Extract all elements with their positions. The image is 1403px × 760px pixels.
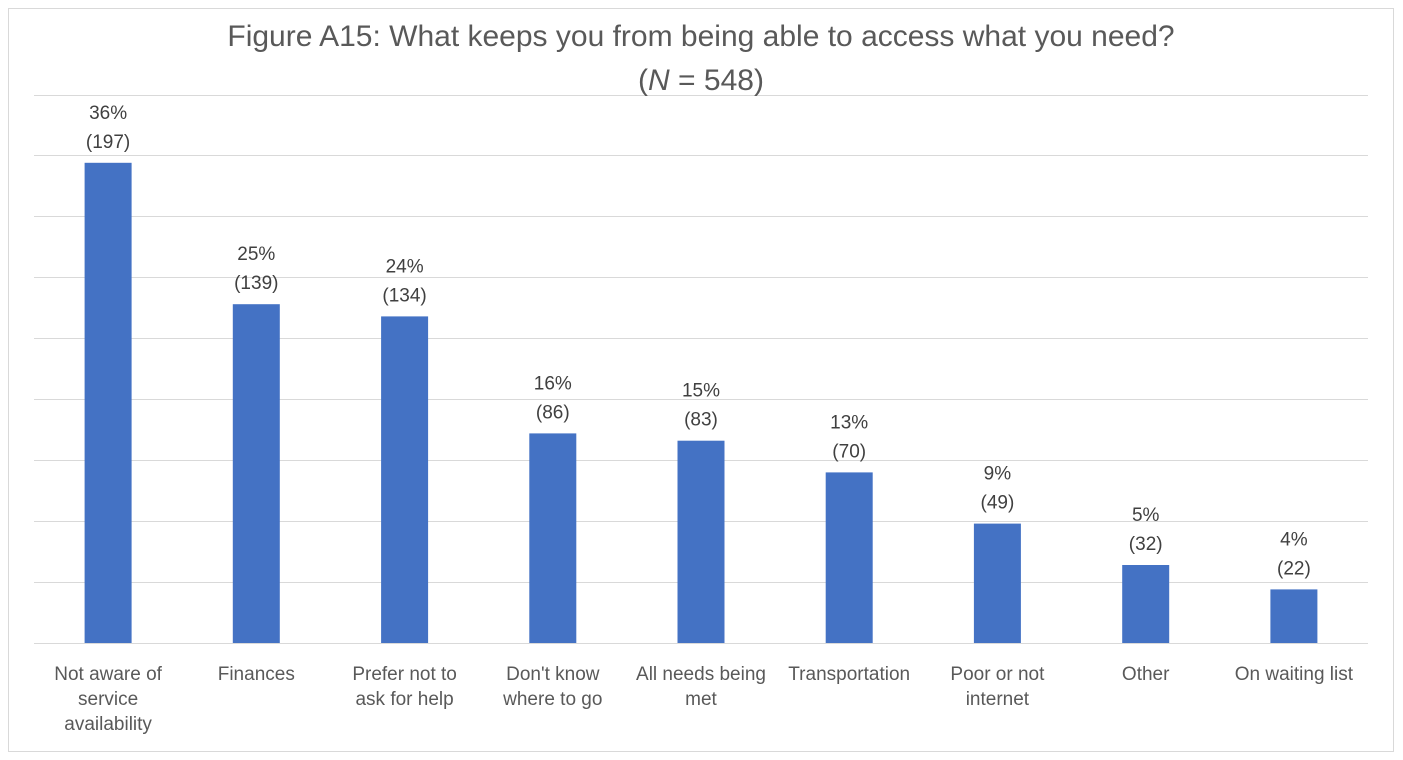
data-label-count: (86) <box>536 402 570 423</box>
bar <box>381 316 429 643</box>
data-label-percent: 15% <box>682 381 720 402</box>
category-tick-label: Transportation <box>788 664 910 685</box>
data-label-percent: 5% <box>1132 505 1160 526</box>
data-label-count: (139) <box>234 273 278 294</box>
data-label-percent: 36% <box>89 103 127 124</box>
category-tick-label: Don't know where to go <box>502 664 602 710</box>
data-label-percent: 25% <box>237 244 275 265</box>
category-tick-label: Finances <box>218 664 295 685</box>
data-label-percent: 9% <box>984 464 1012 485</box>
bar <box>973 523 1021 643</box>
category-tick-label: Poor or not internet <box>950 664 1045 710</box>
bar <box>84 162 132 644</box>
data-label-count: (49) <box>981 493 1015 514</box>
bar <box>1270 589 1318 643</box>
bar <box>677 440 725 643</box>
data-label-percent: 16% <box>534 373 572 394</box>
category-tick-label: Not aware of service availability <box>54 664 162 735</box>
data-label-count: (197) <box>86 132 130 153</box>
category-tick-labels: Not aware of service availability Finances P… <box>54 664 1354 735</box>
bar <box>825 472 873 643</box>
bars <box>84 162 1318 644</box>
chart-subtitle: (N = 548) <box>638 64 764 97</box>
category-tick-label: Prefer not to ask for help <box>352 664 457 710</box>
category-tick-label: All needs being met <box>636 664 766 710</box>
data-label-percent: 4% <box>1280 529 1308 550</box>
data-label-count: (22) <box>1277 558 1311 579</box>
data-label-percent: 13% <box>830 412 868 433</box>
chart-title: Figure A15: What keeps you from being ab… <box>227 20 1174 53</box>
category-tick-label: Other <box>1122 664 1170 685</box>
data-labels: 36% (197) 25% (139) 24% (134) 16% (86) 15% (83) 13… <box>86 103 1311 580</box>
data-label-percent: 24% <box>386 256 424 277</box>
data-label-count: (70) <box>832 441 866 462</box>
bar <box>529 433 577 643</box>
bar <box>232 304 280 643</box>
data-label-count: (134) <box>382 285 426 306</box>
bar <box>1122 565 1170 643</box>
category-tick-label: On waiting list <box>1235 664 1354 685</box>
data-label-count: (83) <box>684 410 718 431</box>
data-label-count: (32) <box>1129 534 1163 555</box>
